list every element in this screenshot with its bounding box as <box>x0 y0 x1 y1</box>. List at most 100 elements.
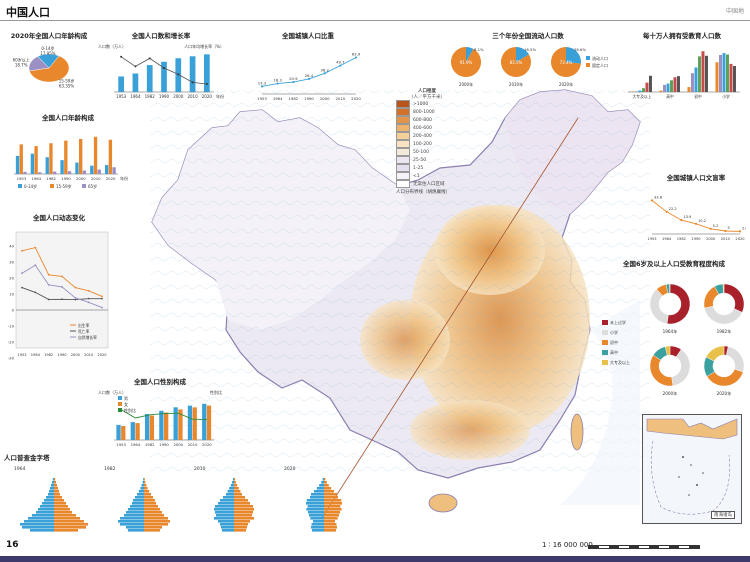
tick-label: 1953 <box>647 237 656 241</box>
east-sea <box>560 300 640 505</box>
panel-pyramid: 人口普查金字塔 1964 1982 2010 2020 <box>4 452 364 532</box>
pyramid-bar-female <box>144 508 160 511</box>
bar <box>53 171 57 174</box>
bar <box>75 162 79 174</box>
bar <box>666 83 670 92</box>
illiteracy-point <box>650 199 654 202</box>
donut-slice <box>669 283 671 294</box>
tick-label: 2020 <box>202 94 213 99</box>
pyramid-bar-female <box>324 511 340 514</box>
pyramid-bar-female <box>234 526 247 529</box>
map-legend-label: 200-400 <box>413 133 432 139</box>
pyramid-bar-female <box>144 523 168 526</box>
map-legend-swatch <box>396 100 410 108</box>
pyramid-bar-female <box>54 508 70 511</box>
pyramid-bar-female <box>324 478 326 481</box>
legend-label: 小学 <box>610 329 618 335</box>
panel-title: 全国人口数和增长率 <box>131 32 191 40</box>
inset-islands <box>678 456 704 496</box>
pie-year: 2010年 <box>509 81 523 87</box>
inset-label: 南海诸岛 <box>711 511 735 519</box>
tick-label: 小学 <box>722 94 730 99</box>
map-legend-label: 25-50 <box>413 157 427 163</box>
bar <box>663 84 666 92</box>
hu-huanyong-line <box>321 117 579 519</box>
pyramid-bar-male <box>48 493 54 496</box>
legend-swatch <box>50 184 54 188</box>
pie-year: 2000年 <box>459 81 473 87</box>
bar <box>635 91 638 92</box>
pyramid-bar-female <box>54 514 76 517</box>
map-legend-rows: >1000 800-1000 600-800 400-600 200-400 100-20… <box>396 100 458 188</box>
pyramid-bar-male <box>36 511 54 514</box>
tick-label: 1990 <box>304 96 314 101</box>
tick-label: 2020 <box>106 176 116 181</box>
pyramid-bar-male <box>230 484 234 487</box>
bar <box>187 405 193 440</box>
map-legend-label: 50-100 <box>413 149 429 155</box>
pyramid-bar-female <box>234 520 250 523</box>
legend-label: 女 <box>124 401 128 407</box>
data-label: 5.2 <box>713 224 719 228</box>
legend-label: 初中 <box>610 339 618 345</box>
panel-illiteracy: 全国城镇人口文盲率 33.6 1953 22.2 1964 13.9 1982 10.2 19… <box>646 172 748 244</box>
growth-point <box>191 81 194 84</box>
legend-swatch <box>118 408 122 412</box>
scale-bar <box>588 545 700 549</box>
pyramid-bar-female <box>54 502 66 505</box>
map-legend-label: 无常住人口区域 <box>413 182 445 187</box>
pyramid-bar-male <box>306 499 324 502</box>
legend-swatch <box>118 402 122 406</box>
pyramid-bar-male <box>229 487 234 490</box>
panel-dynamics: 全国人口动态变化 40 30 20 10 0 -10 -20 -30 1953 1964 1982 1… <box>4 212 114 362</box>
bar <box>649 75 652 92</box>
pyramid-bar-male <box>227 490 234 493</box>
legend-swatch <box>602 320 608 325</box>
pyramid-bar-female <box>324 487 332 490</box>
bar <box>698 56 701 92</box>
urban-point <box>307 77 311 81</box>
bar <box>642 88 645 92</box>
map-legend-swatch <box>396 140 410 148</box>
illiteracy-point <box>665 210 668 213</box>
pyramid-bar-male <box>220 499 234 502</box>
bar <box>173 407 178 440</box>
donut-slice <box>722 283 725 294</box>
tick-label: 1953 <box>17 176 27 181</box>
series-point <box>61 298 63 301</box>
pyramid-bar-female <box>54 520 84 523</box>
plot-area <box>15 231 109 349</box>
bar <box>715 62 719 92</box>
tick-label: -10 <box>8 324 15 329</box>
panel-title: 2020年全国人口年龄构成 <box>10 32 88 40</box>
legend-label: 0-14岁 <box>24 183 37 189</box>
donut-year: 1964年 <box>663 328 678 335</box>
bar <box>93 136 98 174</box>
legend-label: 未上过学 <box>610 319 626 325</box>
y-axis-label: 人口数（万人） <box>98 43 126 49</box>
tick-label: 1953 <box>116 94 127 99</box>
pyramid-bar-female <box>54 493 60 496</box>
y2-axis-label: 人口年均增长率（%） <box>184 43 224 49</box>
tick-label: 1964 <box>130 94 141 99</box>
pyramid-bar-male <box>128 529 144 532</box>
pie-label: 0-14岁 <box>41 45 54 51</box>
map-legend-swatch <box>396 156 410 164</box>
legend-label: 大专及以上 <box>610 359 630 365</box>
tick-label: 1964 <box>273 96 283 101</box>
pie-slice <box>28 56 50 72</box>
panel-age-2020: 2020年全国人口年龄构成 0-14岁 17.95% 15-59岁 63.35% 60岁… <box>4 30 94 98</box>
pyramid-bar-female <box>234 496 245 499</box>
pyramid-bar-male <box>51 484 54 487</box>
pyramid-bar-female <box>234 514 252 517</box>
tick-label: 1990 <box>159 94 170 99</box>
legend-label: 性别比 <box>124 407 136 413</box>
bar <box>23 171 27 174</box>
bar <box>116 424 121 440</box>
pyramid-bar-female <box>144 502 156 505</box>
pyramid-bar-male <box>215 511 234 514</box>
tick-label: 1964 <box>131 442 141 447</box>
pyramid-bar-male <box>312 529 324 532</box>
pyramid-bar-female <box>324 481 327 484</box>
